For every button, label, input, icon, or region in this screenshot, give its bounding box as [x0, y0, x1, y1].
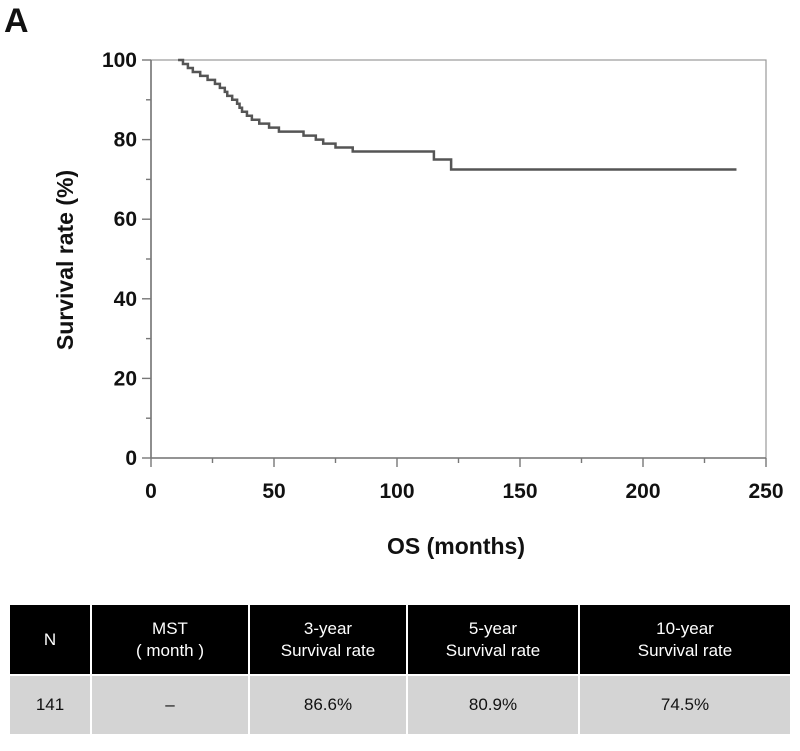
header-5-year: 5-year Survival rate [406, 603, 580, 676]
header-5-year-line2: Survival rate [445, 640, 541, 660]
y-tick-label: 40 [114, 288, 137, 311]
header-10-year: 10-year Survival rate [578, 603, 792, 676]
cell-5-year: 80.9% [406, 674, 580, 736]
y-tick-label: 100 [102, 49, 137, 72]
axes [150, 59, 767, 459]
header-mst-line1: MST [152, 618, 188, 638]
x-axis-title: OS (months) [387, 533, 525, 559]
survival-chart: 0 20 40 60 80 100 0 50 100 150 200 250 Survival rat… [52, 49, 784, 559]
header-mst-line2: ( month ) [135, 640, 205, 660]
cell-3-year: 86.6% [248, 674, 408, 736]
header-3-year: 3-year Survival rate [248, 603, 408, 676]
y-axis-title: Survival rate (%) [52, 170, 78, 350]
header-10-year-line2: Survival rate [637, 640, 733, 660]
header-n: N [8, 603, 92, 676]
table-header-row: N MST( month ) 3-year Survival rate 5-yea… [8, 603, 792, 676]
header-3-year-line1: 3-year [303, 618, 353, 638]
x-tick-label: 200 [625, 480, 660, 503]
header-5-year-line1: 5-year [468, 618, 518, 638]
cell-mst: – [90, 674, 250, 736]
x-tick-label: 100 [379, 480, 414, 503]
header-mst: MST( month ) [90, 603, 250, 676]
y-tick-label: 20 [114, 367, 137, 390]
plot-frame [150, 59, 767, 459]
cell-n: 141 [8, 674, 92, 736]
header-10-year-line1: 10-year [656, 618, 714, 638]
x-tick-label: 0 [145, 480, 157, 503]
x-tick-label: 250 [748, 480, 783, 503]
x-tick-label: 150 [502, 480, 537, 503]
x-tick-label: 50 [262, 480, 285, 503]
summary-table: N MST( month ) 3-year Survival rate 5-yea… [8, 603, 792, 736]
header-n-label: N [43, 629, 57, 649]
table-row: 141 – 86.6% 80.9% 74.5% [8, 674, 792, 736]
cell-10-year: 74.5% [578, 674, 792, 736]
survival-curve [178, 58, 737, 171]
ticks: 0 20 40 60 80 100 0 50 100 150 200 250 [102, 49, 784, 503]
panel-label: A [4, 2, 29, 40]
y-tick-label: 60 [114, 208, 137, 231]
y-tick-label: 80 [114, 129, 137, 152]
y-tick-label: 0 [125, 447, 137, 470]
header-3-year-line2: Survival rate [280, 640, 376, 660]
